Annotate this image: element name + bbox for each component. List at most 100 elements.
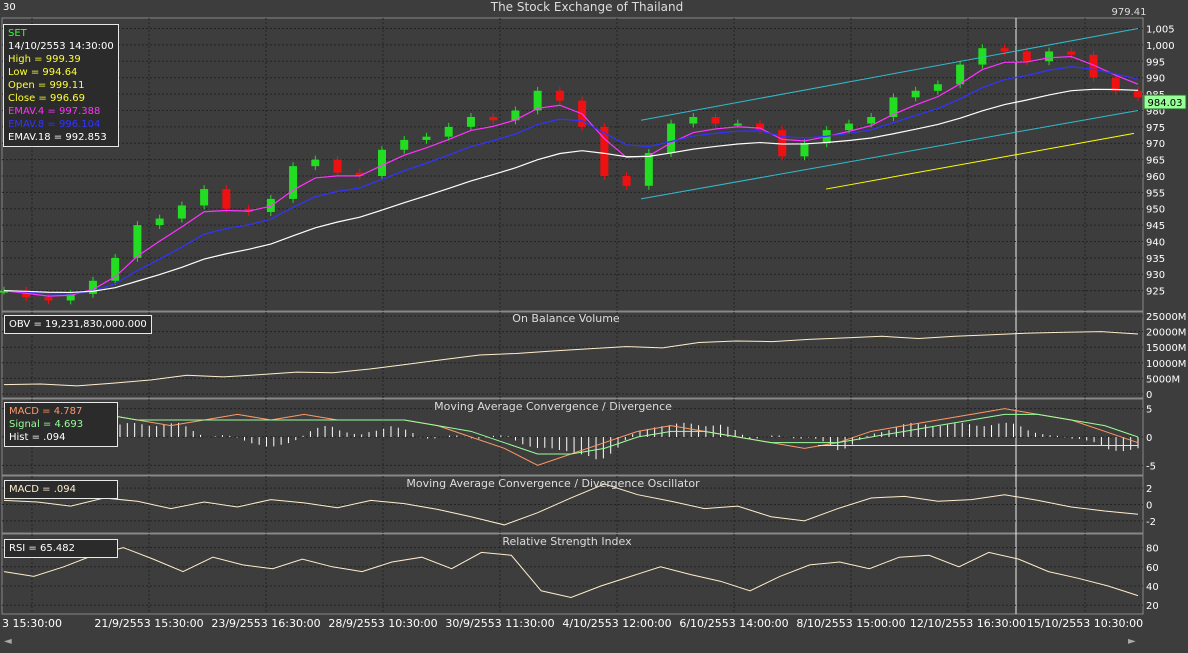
macd-readout-box: MACD = 4.787 Signal = 4.693 Hist = .094 bbox=[4, 402, 118, 447]
candle-body bbox=[66, 293, 75, 301]
symbol-label: SET bbox=[8, 28, 27, 39]
candle-body bbox=[911, 90, 920, 98]
rsi-tick-label: 40 bbox=[1146, 582, 1159, 593]
x-tick-label: 28/9/2553 10:30:00 bbox=[328, 617, 437, 630]
obv-line bbox=[3, 331, 1139, 387]
macd-panel-title: Moving Average Convergence / Divergence bbox=[434, 400, 672, 413]
candle-body bbox=[378, 149, 386, 176]
candle-body bbox=[622, 175, 631, 186]
channel-upper bbox=[640, 28, 1139, 121]
macd-value: MACD = 4.787 bbox=[9, 406, 83, 417]
candle-body bbox=[756, 123, 764, 131]
emav8-line bbox=[3, 66, 1139, 295]
candle-body bbox=[88, 280, 97, 294]
osc-tick-label: 0 bbox=[1146, 501, 1152, 512]
price-tick-label: 995 bbox=[1146, 57, 1165, 68]
price-tick-label: 1,005 bbox=[1146, 25, 1175, 36]
x-tick-label: 6/10/2553 14:00:00 bbox=[679, 617, 788, 630]
price-tick-label: 940 bbox=[1146, 237, 1165, 248]
current-price-tag-text: 984.03 bbox=[1148, 98, 1183, 109]
candle-body bbox=[489, 117, 498, 121]
rsi-tick-label: 80 bbox=[1146, 544, 1159, 555]
candle-body bbox=[600, 126, 609, 176]
price-tick-label: 965 bbox=[1146, 156, 1165, 167]
x-tick-label: 15/10/2553 10:30:00 bbox=[1027, 617, 1143, 630]
candle-body bbox=[444, 126, 453, 137]
channel-lower bbox=[640, 109, 1139, 200]
candle-body bbox=[644, 153, 653, 186]
candle-body bbox=[0, 290, 8, 293]
candle-body bbox=[889, 97, 898, 117]
price-tick-label: 925 bbox=[1146, 287, 1165, 298]
datetime-label: 14/10/2553 14:30:00 bbox=[8, 41, 114, 52]
candle-body bbox=[44, 297, 53, 301]
candle-body bbox=[667, 123, 676, 154]
rsi-tick-label: 60 bbox=[1146, 563, 1159, 574]
candle-body bbox=[22, 290, 31, 298]
top-right-value: 979.41 bbox=[1112, 7, 1147, 18]
high-label: High = 999.39 bbox=[8, 54, 81, 65]
x-tick-label: 21/9/2553 15:30:00 bbox=[94, 617, 203, 630]
x-tick-label: 12/10/2553 16:30:00 bbox=[910, 617, 1026, 630]
rsi-panel-title: Relative Strength Index bbox=[502, 535, 632, 548]
candle-body bbox=[533, 90, 542, 111]
candle-body bbox=[867, 117, 876, 124]
price-tick-label: 945 bbox=[1146, 221, 1165, 232]
candle-body bbox=[1067, 51, 1076, 55]
obv-tick-label: 25000M bbox=[1146, 312, 1186, 323]
emav18-label: EMAV.18 = 992.853 bbox=[8, 132, 107, 143]
corner-label: 30 bbox=[3, 2, 16, 13]
candle-body bbox=[244, 208, 253, 212]
obv-tick-label: 10000M bbox=[1146, 359, 1186, 370]
candle-body bbox=[266, 198, 275, 212]
scroll-right-icon[interactable]: ► bbox=[1128, 636, 1136, 647]
candle-body bbox=[1000, 48, 1009, 52]
candle-body bbox=[200, 189, 209, 206]
osc-readout: MACD = .094 bbox=[4, 480, 118, 499]
x-tick-label: 8/10/2553 15:00:00 bbox=[796, 617, 905, 630]
candle-body bbox=[778, 130, 787, 157]
scroll-left-icon[interactable]: ◄ bbox=[4, 636, 12, 647]
hist-value: Hist = .094 bbox=[9, 432, 66, 443]
x-tick-label: 30/9/2553 11:30:00 bbox=[445, 617, 554, 630]
trendline-yellow bbox=[825, 132, 1135, 190]
price-tick-label: 980 bbox=[1146, 106, 1165, 117]
x-tick-label: 23/9/2553 16:30:00 bbox=[211, 617, 320, 630]
candle-body bbox=[1111, 77, 1120, 91]
candle-body bbox=[177, 205, 186, 219]
candle-body bbox=[1089, 54, 1098, 78]
emav18-line bbox=[3, 88, 1139, 294]
signal-line bbox=[3, 413, 1139, 455]
candle-body bbox=[155, 218, 164, 226]
price-tick-label: 950 bbox=[1146, 205, 1165, 216]
candle-body bbox=[689, 117, 698, 124]
x-tick-label: 3 15:30:00 bbox=[2, 617, 62, 630]
low-label: Low = 994.64 bbox=[8, 67, 78, 78]
candle-body bbox=[711, 117, 720, 124]
obv-panel-title: On Balance Volume bbox=[512, 312, 620, 325]
oscillator-line bbox=[3, 483, 1139, 526]
osc-panel-title: Moving Average Convergence / Divergence … bbox=[406, 477, 700, 490]
candle-body bbox=[422, 136, 431, 140]
grid-layer bbox=[1, 17, 1144, 615]
candle-body bbox=[355, 172, 364, 176]
candle-body bbox=[555, 90, 564, 101]
rsi-readout: RSI = 65.482 bbox=[4, 539, 118, 558]
rsi-line bbox=[3, 547, 1139, 599]
rsi-tick-label: 20 bbox=[1146, 601, 1159, 612]
candle-body bbox=[1022, 51, 1031, 62]
candle-body bbox=[289, 166, 298, 199]
axis-layer: 1,0051,000995990985980975970965960955950… bbox=[2, 25, 1186, 630]
signal-value: Signal = 4.693 bbox=[9, 419, 84, 430]
candle-body bbox=[1134, 90, 1142, 98]
current-price-tag: 984.03 bbox=[1143, 94, 1187, 110]
candle-body bbox=[311, 159, 320, 167]
osc-tick-label: -2 bbox=[1146, 517, 1156, 528]
panel-border-rsi bbox=[1, 533, 1144, 615]
close-label: Close = 996.69 bbox=[8, 93, 85, 104]
candle-body bbox=[400, 139, 409, 150]
obv-tick-label: 0 bbox=[1146, 390, 1152, 401]
candle-body bbox=[466, 117, 475, 127]
